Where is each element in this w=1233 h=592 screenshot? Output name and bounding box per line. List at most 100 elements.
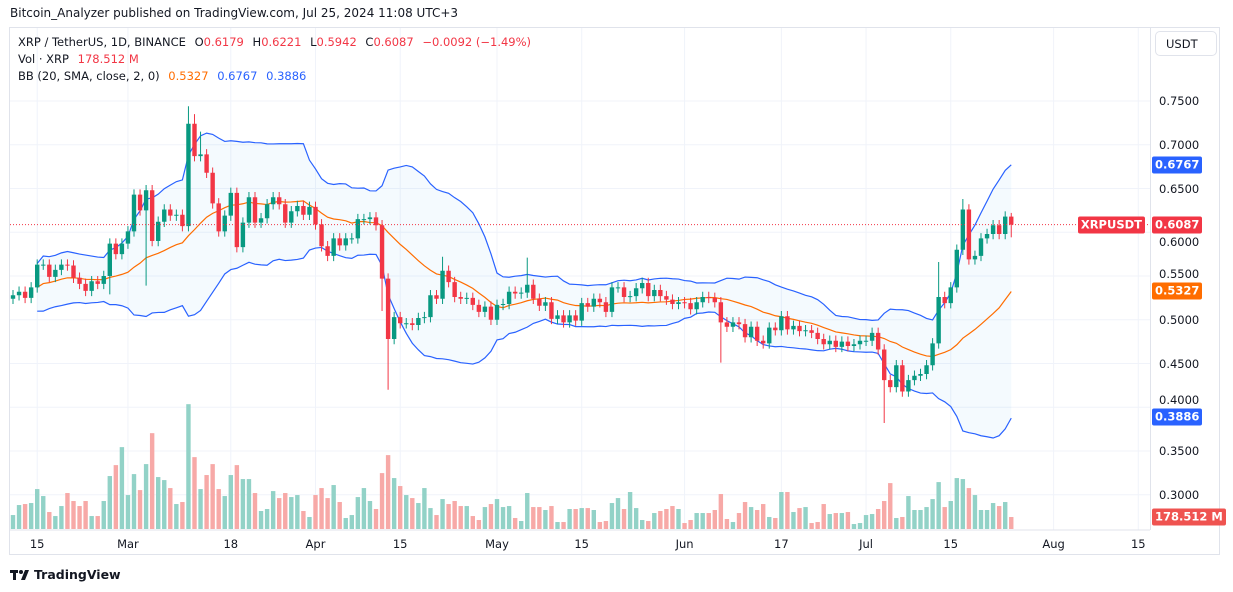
candle-body <box>948 287 953 304</box>
volume-bar <box>10 515 16 529</box>
candle-body <box>137 194 143 211</box>
candle-body <box>494 304 500 320</box>
candle-body <box>942 297 947 304</box>
currency-button[interactable]: USDT <box>1155 31 1217 56</box>
candle-body <box>373 217 379 226</box>
candle-body <box>476 304 482 312</box>
candle-body <box>53 269 58 277</box>
y-tick-label: 0.5500 <box>1159 267 1200 282</box>
symbol-legend: XRP / TetherUS, 1D, BINANCE O0.6179 H0.6… <box>18 35 536 49</box>
volume-bar <box>180 502 185 529</box>
volume-bar <box>1009 517 1014 529</box>
candle-body <box>458 297 463 299</box>
volume-bar <box>537 507 542 529</box>
volume-bar <box>561 522 566 529</box>
candle-body <box>682 302 687 304</box>
y-tick-label: 0.7500 <box>1159 94 1200 108</box>
volume-value: 178.512 M <box>77 52 139 66</box>
volume-bar <box>149 433 155 529</box>
volume-bar <box>71 501 76 529</box>
candle-body <box>119 243 125 255</box>
candle-body <box>990 225 996 234</box>
volume-bar <box>960 479 966 529</box>
volume-bar <box>754 510 760 529</box>
indicator-value-tag: 0.3886 <box>1152 408 1203 426</box>
price-axis[interactable] <box>1150 28 1221 530</box>
volume-bar <box>543 510 548 529</box>
volume-bar <box>422 488 427 529</box>
volume-bar <box>936 482 941 529</box>
volume-bar <box>954 478 959 529</box>
volume-bar <box>216 489 221 529</box>
price-chart[interactable] <box>0 0 1150 555</box>
volume-bar <box>615 498 621 529</box>
candle-body <box>664 296 669 300</box>
volume-bar <box>16 505 22 529</box>
volume-bar <box>258 511 264 529</box>
volume-bar <box>621 509 627 529</box>
volume-bar <box>906 496 911 529</box>
volume-bar <box>912 510 917 529</box>
candle-body <box>361 219 367 221</box>
candle-body <box>246 197 252 223</box>
volume-bar <box>603 521 609 529</box>
candle-body <box>845 341 851 346</box>
candle-body <box>833 340 838 347</box>
volume-bar <box>863 515 869 529</box>
candle-body <box>234 192 240 248</box>
candle-body <box>603 302 609 312</box>
bb-legend[interactable]: BB (20, SMA, close, 2, 0) 0.5327 0.6767 … <box>18 69 311 83</box>
candle-body <box>888 380 893 388</box>
candle-body <box>882 349 887 381</box>
candle-body <box>264 204 270 219</box>
candle-body <box>627 296 633 298</box>
x-tick-label: 15 <box>392 537 408 551</box>
volume-tag: 178.512 M <box>1152 508 1226 526</box>
x-tick-label: Mar <box>117 537 139 551</box>
tradingview-logo[interactable]: TradingView <box>10 567 121 582</box>
publisher-line: Bitcoin_Analyzer published on TradingVie… <box>10 6 459 20</box>
last-price-tag: 0.6087 <box>1152 216 1203 234</box>
candle-body <box>216 203 221 232</box>
candle-body <box>95 281 100 284</box>
candle-body <box>168 209 173 216</box>
volume-bar <box>688 520 693 529</box>
candle-body <box>597 298 603 303</box>
volume-bar <box>488 504 494 529</box>
volume-bar <box>984 510 990 529</box>
volume-bar <box>337 502 342 529</box>
candle-body <box>555 315 560 319</box>
candle-body <box>440 270 445 299</box>
candle-body <box>71 265 76 278</box>
volume-legend[interactable]: Vol · XRP 178.512 M <box>18 52 144 66</box>
bb-lower-value: 0.3886 <box>266 69 307 83</box>
candle-body <box>1009 216 1014 225</box>
volume-bar <box>494 499 500 529</box>
candle-body <box>131 194 137 232</box>
volume-bar <box>301 511 306 529</box>
volume-bar <box>531 507 536 529</box>
candle-body <box>385 278 391 339</box>
volume-bar <box>222 496 227 529</box>
volume-bar <box>101 501 106 529</box>
x-tick-label: 17 <box>774 537 789 551</box>
candle-body <box>174 214 179 216</box>
candle-body <box>718 302 724 323</box>
candle-body <box>549 302 554 319</box>
candle-body <box>77 277 82 284</box>
candle-body <box>543 302 548 306</box>
volume-bar <box>712 510 717 529</box>
symbol-title[interactable]: XRP / TetherUS, 1D, BINANCE <box>18 35 186 49</box>
candle-body <box>482 306 488 312</box>
volume-bar <box>458 506 463 529</box>
candle-body <box>416 318 421 325</box>
candle-body <box>996 225 1002 234</box>
y-tick-label: 0.4000 <box>1159 393 1200 408</box>
candle-body <box>640 283 645 289</box>
volume-bar <box>652 513 657 529</box>
candle-body <box>283 204 288 223</box>
volume-bar <box>633 508 639 529</box>
candle-body <box>198 154 203 157</box>
candle-body <box>446 270 451 283</box>
volume-bar <box>948 501 953 529</box>
